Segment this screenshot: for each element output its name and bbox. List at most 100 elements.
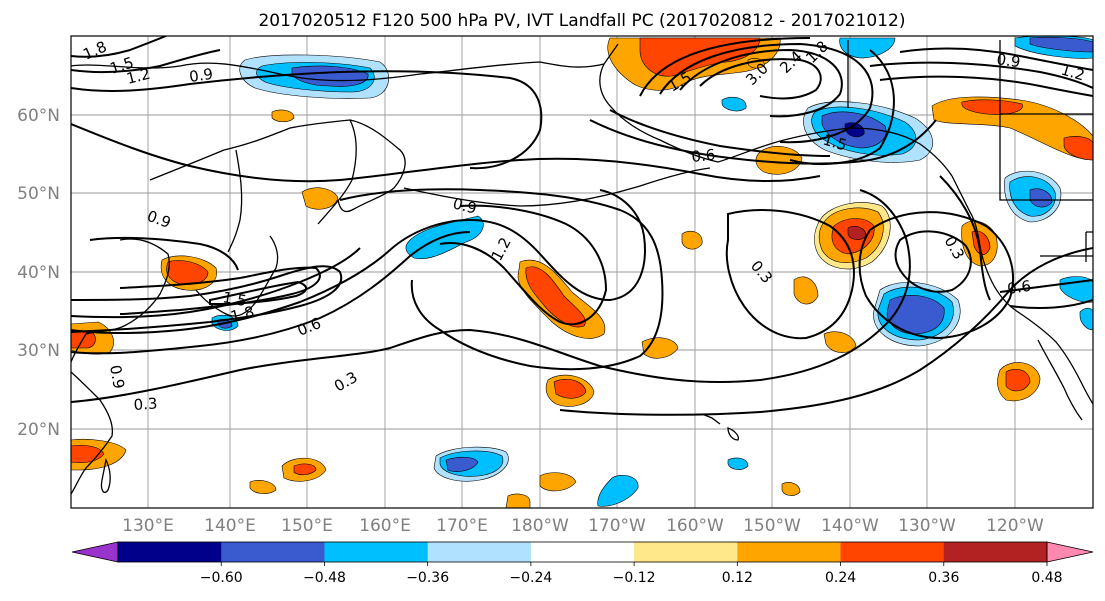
colorbar-bin <box>118 542 222 562</box>
contour-trough-1p8 <box>659 42 874 144</box>
lat-label: 50°N <box>17 184 60 204</box>
coast-sakhalin <box>227 149 243 253</box>
colorbar-extend-high <box>1046 541 1094 563</box>
lon-labels: 130°E 140°E 150°E 160°E 170°E 180°W 170°… <box>122 516 1044 536</box>
coast-us-state-border <box>1040 231 1093 262</box>
colorbar-tick-label: 0.36 <box>928 570 959 586</box>
coast-aleutians <box>403 167 711 207</box>
pv-contours <box>71 36 1093 416</box>
shade-pos-philippine-sea-core <box>293 463 317 476</box>
lat-label: 20°N <box>17 420 60 440</box>
shade-pos-central-dateline-core <box>525 266 586 328</box>
contour-0p6-east <box>1009 299 1093 309</box>
coast-kamchatka <box>337 119 406 213</box>
contour-0p3-south <box>71 189 911 403</box>
gridlines <box>71 36 1093 508</box>
contour-trough-1p2 <box>609 109 831 157</box>
coast-baja <box>1037 339 1083 421</box>
shade-pos-tropics-10n-c <box>505 493 531 508</box>
coast-korea-china <box>71 238 170 363</box>
contour-label: 0.6 <box>691 146 717 166</box>
contour-trough-3p0 <box>699 58 822 100</box>
shade-pos-kamchatka <box>301 187 339 210</box>
shade-neg-gulf-alaska-deep <box>844 122 865 138</box>
colorbar-extend-low <box>71 541 119 563</box>
lon-label: 170°E <box>436 516 488 536</box>
contour-east-ring-outer <box>858 211 1014 340</box>
contour-pnw-0p9 <box>939 175 991 301</box>
contour-mid-pacific-loop <box>439 204 608 326</box>
colorbar-bin <box>427 542 532 562</box>
colorbar-bin <box>943 542 1048 562</box>
shade-neg-tropics-155w <box>727 457 749 470</box>
contour-0p9-west <box>71 189 646 334</box>
map-frame <box>70 35 1094 509</box>
shade-pos-140w-30n <box>823 331 857 353</box>
contour-1p5-top <box>71 49 221 74</box>
colorbar-bin <box>221 542 325 562</box>
coast-china-south <box>71 371 114 495</box>
contour-0p6-trough <box>589 119 937 165</box>
contour-label: 0.9 <box>451 194 479 217</box>
shaded-anomalies <box>71 36 1093 508</box>
lon-label: 150°W <box>743 516 801 536</box>
shade-neg-oregon-core <box>1029 188 1053 208</box>
contour-1p2-top <box>71 70 543 170</box>
shade-pos-tropics-10n-a <box>249 480 277 494</box>
shade-pos-east-pacific-25n-core <box>1005 369 1031 392</box>
colorbar-tick-label: −0.48 <box>303 570 346 586</box>
shade-neg-right-edge <box>1079 307 1093 331</box>
shade-pos-145w-small <box>793 276 819 305</box>
shade-pos-canada <box>931 96 1093 161</box>
coast-okhotsk <box>149 119 357 225</box>
shade-neg-top-mid <box>839 37 896 59</box>
contour-0p9-northwest <box>71 123 821 183</box>
colorbar-outline <box>117 541 1048 563</box>
contour-0p9-ne <box>869 61 1093 89</box>
contour-label: 0.9 <box>995 50 1021 71</box>
lat-labels: 60°N 50°N 40°N 30°N 20°N <box>17 106 60 440</box>
lon-label: 130°E <box>122 516 174 536</box>
shade-neg-subtropical-low-core <box>886 295 945 335</box>
coast-hawaii-b <box>727 427 740 441</box>
shade-pos-tropics-10n-d <box>781 482 801 496</box>
shade-pos-central-20n-core <box>553 379 587 399</box>
contour-1p2-ne <box>879 75 1093 97</box>
contour-label: 0.9 <box>188 65 214 86</box>
contour-label: 1.5 <box>821 131 849 155</box>
shade-neg-alaska-small <box>721 96 747 112</box>
shade-pos-canada-pink <box>1063 136 1093 161</box>
colorbar-bin <box>840 542 945 562</box>
contour-label: 0.6 <box>1006 277 1032 298</box>
contour-japan-ring <box>89 236 239 271</box>
contour-jet-core-2 <box>119 266 321 315</box>
lon-label: 140°E <box>204 516 256 536</box>
contour-1p8-top <box>71 36 167 58</box>
lon-label: 130°W <box>898 516 956 536</box>
shade-neg-tropics-170e-core <box>445 456 479 472</box>
lon-label: 170°W <box>588 516 646 536</box>
contour-label: 1.8 <box>229 303 257 326</box>
colorbar-tick-label: 0.12 <box>722 570 753 586</box>
colorbar-bin <box>737 542 842 562</box>
colorbar: −0.60 −0.48 −0.36 −0.24 −0.12 0.12 0.24 0.36 0.4… <box>71 541 1094 586</box>
lon-label: 150°E <box>281 516 333 536</box>
shade-pos-china-coast-core <box>71 331 96 349</box>
shade-pos-160w-small <box>681 231 703 250</box>
contour-label: 1.2 <box>1059 61 1087 85</box>
lon-label: 180°W <box>511 516 569 536</box>
contour-label: 0.3 <box>133 394 158 414</box>
contour-label: 0.9 <box>106 364 128 391</box>
contour-0p3-southern-loop <box>559 247 1093 416</box>
contour-trough-2p4 <box>679 48 843 118</box>
colorbar-tick-label: −0.24 <box>509 570 552 586</box>
colorbar-tick-label: −0.36 <box>406 570 449 586</box>
lat-label: 40°N <box>17 263 60 283</box>
contour-0p6-west <box>71 231 471 355</box>
coast-alaska-west <box>599 63 719 163</box>
lon-label: 160°W <box>666 516 724 536</box>
contour-jet-core-3 <box>209 280 307 306</box>
colorbar-tick-label: 0.24 <box>825 570 856 586</box>
colorbar-bin <box>324 542 429 562</box>
colorbar-bin <box>634 542 738 562</box>
